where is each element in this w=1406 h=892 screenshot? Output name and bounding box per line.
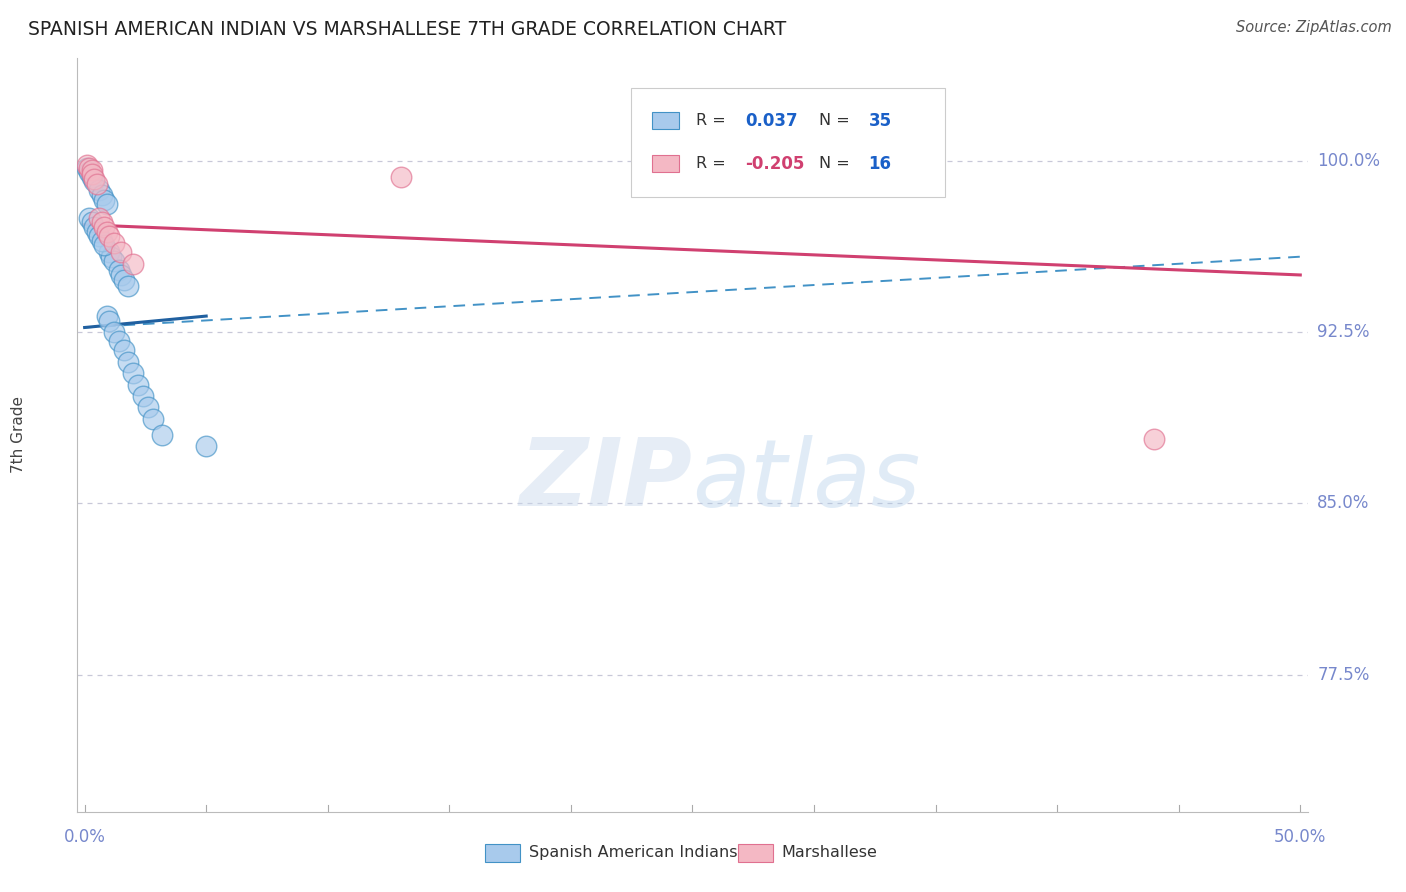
Point	[107, 334, 129, 349]
Point	[93, 219, 115, 234]
Point	[90, 215, 112, 229]
Text: R =: R =	[696, 156, 731, 171]
Point	[122, 256, 145, 270]
Text: N =: N =	[820, 113, 855, 128]
Point	[80, 168, 103, 182]
FancyBboxPatch shape	[652, 112, 679, 128]
Point	[79, 165, 101, 179]
Point	[96, 309, 118, 323]
Text: Source: ZipAtlas.com: Source: ZipAtlas.com	[1236, 20, 1392, 35]
Text: 0.037: 0.037	[745, 112, 799, 129]
Text: 0.0%: 0.0%	[63, 828, 105, 846]
Text: Marshallese: Marshallese	[782, 846, 877, 860]
Point	[93, 193, 115, 207]
Point	[83, 172, 105, 186]
Point	[89, 229, 111, 244]
Point	[110, 245, 132, 260]
Text: Spanish American Indians: Spanish American Indians	[529, 846, 737, 860]
Point	[132, 389, 155, 403]
Text: ZIP: ZIP	[520, 434, 693, 526]
Text: -0.205: -0.205	[745, 154, 804, 172]
Point	[142, 412, 165, 426]
Text: 16: 16	[869, 154, 891, 172]
Point	[97, 229, 120, 244]
Point	[103, 254, 125, 268]
Point	[110, 268, 132, 282]
Point	[112, 272, 135, 286]
Point	[86, 225, 108, 239]
Point	[122, 366, 145, 380]
Point	[97, 313, 120, 327]
Point	[127, 377, 149, 392]
Point	[83, 174, 105, 188]
Point	[79, 211, 101, 225]
Point	[112, 343, 135, 358]
Text: N =: N =	[820, 156, 855, 171]
Text: 92.5%: 92.5%	[1317, 323, 1369, 341]
Point	[89, 211, 111, 225]
Point	[1143, 433, 1166, 447]
Point	[76, 158, 98, 172]
Point	[103, 235, 125, 250]
Point	[79, 161, 101, 175]
Point	[76, 161, 98, 175]
Text: 77.5%: 77.5%	[1317, 665, 1369, 683]
FancyBboxPatch shape	[631, 88, 945, 197]
Point	[80, 162, 103, 177]
Text: SPANISH AMERICAN INDIAN VS MARSHALLESE 7TH GRADE CORRELATION CHART: SPANISH AMERICAN INDIAN VS MARSHALLESE 7…	[28, 20, 786, 38]
Point	[389, 169, 412, 184]
Point	[86, 177, 108, 191]
Text: 85.0%: 85.0%	[1317, 494, 1369, 512]
Point	[107, 263, 129, 277]
Text: 35: 35	[869, 112, 891, 129]
Point	[136, 401, 159, 415]
Point	[97, 245, 120, 260]
Point	[117, 355, 139, 369]
Point	[117, 279, 139, 293]
Point	[100, 250, 122, 264]
Point	[90, 234, 112, 248]
Point	[83, 219, 105, 234]
Point	[152, 427, 174, 442]
Text: 100.0%: 100.0%	[1317, 152, 1381, 169]
Point	[195, 439, 218, 453]
Point	[103, 325, 125, 339]
Point	[90, 188, 112, 202]
Point	[93, 238, 115, 252]
Point	[96, 197, 118, 211]
Text: atlas: atlas	[693, 434, 921, 525]
Point	[89, 184, 111, 198]
Point	[80, 169, 103, 184]
Text: 50.0%: 50.0%	[1274, 828, 1326, 846]
Point	[96, 225, 118, 239]
FancyBboxPatch shape	[652, 155, 679, 172]
Text: 7th Grade: 7th Grade	[11, 396, 25, 474]
Point	[80, 215, 103, 229]
Text: R =: R =	[696, 113, 731, 128]
